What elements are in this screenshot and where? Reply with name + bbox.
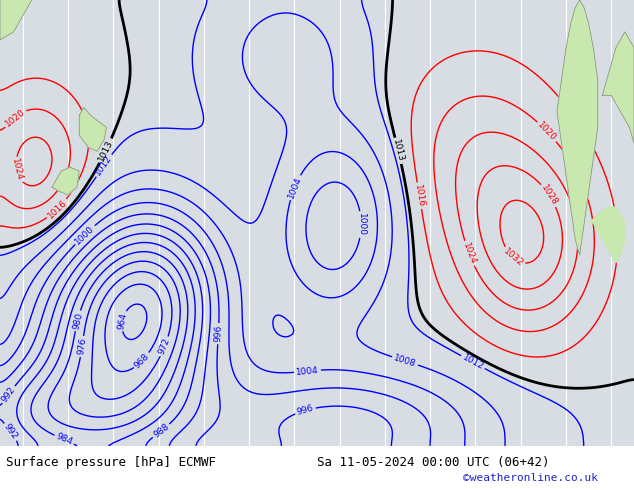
Text: 992: 992: [2, 422, 19, 441]
Text: 992: 992: [0, 385, 17, 404]
Polygon shape: [589, 207, 625, 263]
Text: 976: 976: [76, 337, 87, 356]
Text: 1004: 1004: [295, 366, 320, 377]
Text: Surface pressure [hPa] ECMWF: Surface pressure [hPa] ECMWF: [6, 456, 216, 469]
Text: 968: 968: [133, 351, 152, 370]
Text: 964: 964: [117, 312, 129, 330]
Text: 996: 996: [296, 404, 315, 417]
Text: Sa 11-05-2024 00:00 UTC (06+42): Sa 11-05-2024 00:00 UTC (06+42): [317, 456, 550, 469]
Text: 1008: 1008: [392, 353, 417, 368]
Text: 1024: 1024: [10, 158, 24, 182]
Polygon shape: [52, 167, 79, 195]
Text: 1012: 1012: [94, 153, 114, 177]
Text: ©weatheronline.co.uk: ©weatheronline.co.uk: [463, 473, 598, 483]
Text: 1024: 1024: [461, 241, 477, 266]
Text: 1032: 1032: [501, 247, 525, 269]
Polygon shape: [79, 107, 107, 151]
Text: 1020: 1020: [536, 120, 558, 143]
Text: 1028: 1028: [539, 183, 559, 207]
Text: 1000: 1000: [74, 223, 96, 246]
Text: 1000: 1000: [356, 213, 366, 236]
Polygon shape: [602, 32, 634, 143]
Text: 1016: 1016: [413, 184, 425, 208]
Polygon shape: [557, 0, 598, 255]
Polygon shape: [0, 0, 32, 40]
Text: 996: 996: [214, 325, 223, 343]
Text: 1013: 1013: [97, 139, 115, 163]
Text: 988: 988: [152, 422, 171, 440]
Text: 1013: 1013: [391, 139, 405, 163]
Text: 1004: 1004: [287, 175, 303, 200]
Text: 1016: 1016: [46, 198, 68, 220]
Text: 972: 972: [157, 337, 172, 356]
Text: 1020: 1020: [3, 107, 27, 128]
Text: 984: 984: [55, 432, 74, 447]
Text: 1012: 1012: [461, 353, 485, 371]
Text: 980: 980: [71, 311, 84, 330]
